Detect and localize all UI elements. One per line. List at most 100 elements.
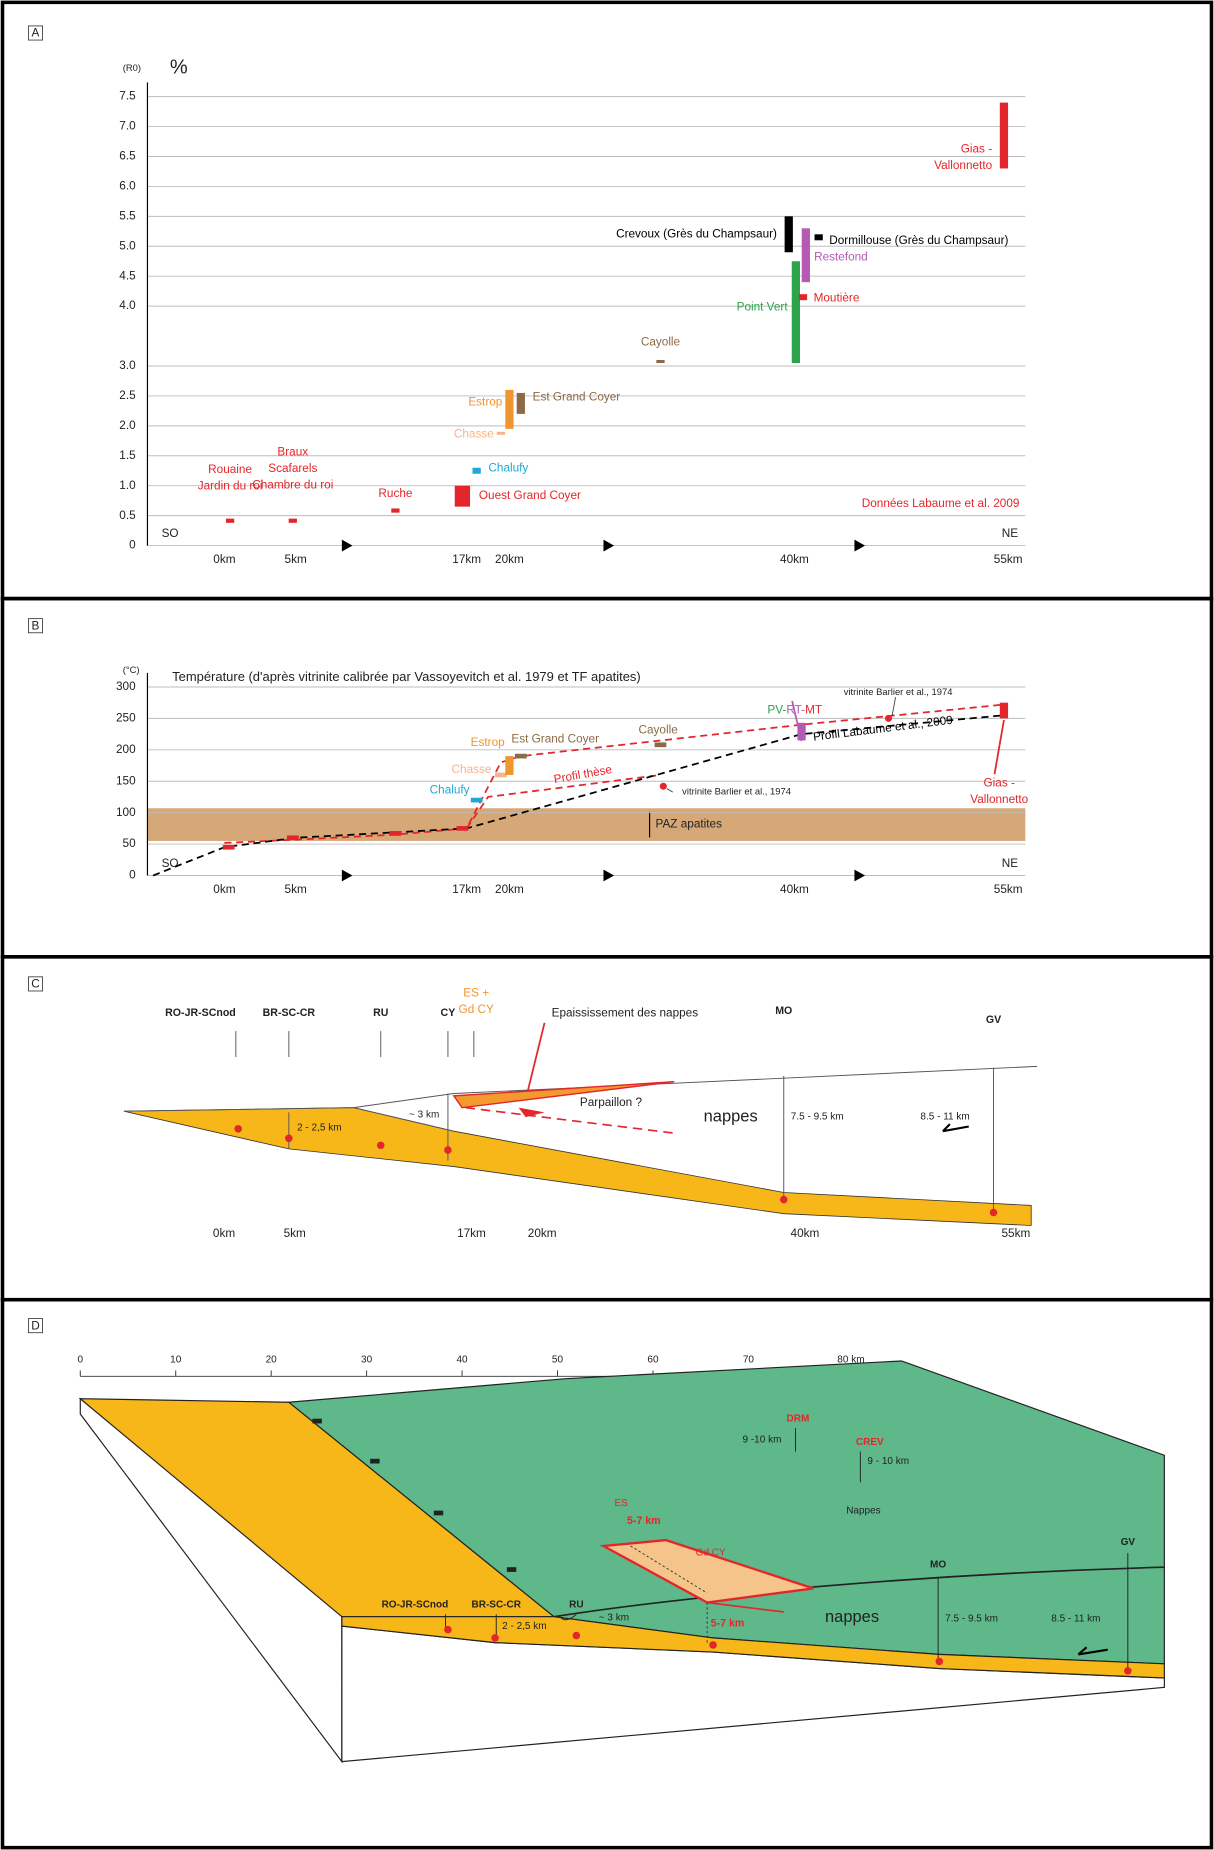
top-surface bbox=[123, 1065, 1038, 1112]
y-tick-label: 300 bbox=[116, 680, 136, 693]
block-pointer bbox=[707, 1601, 784, 1613]
letter-box bbox=[28, 976, 43, 992]
profile-line bbox=[152, 714, 1005, 877]
sample-label-line: Chambre du roi bbox=[252, 478, 333, 491]
value-marker bbox=[389, 831, 402, 836]
site-label: DRM bbox=[787, 1413, 810, 1424]
sample-label-line: Cayolle bbox=[641, 336, 681, 349]
direction-arrow bbox=[854, 869, 866, 882]
x-tick-label: 17km bbox=[452, 883, 481, 896]
y-unit: (°C) bbox=[123, 664, 140, 675]
scale-label: 30 bbox=[361, 1354, 373, 1365]
distance-label: 20km bbox=[528, 1227, 557, 1240]
x-tick-label: 0km bbox=[213, 883, 235, 896]
value-marker bbox=[514, 753, 527, 759]
sample-label-line: MT bbox=[805, 703, 822, 716]
sample-label: Chalufy bbox=[430, 784, 470, 797]
band-label: PAZ apatites bbox=[655, 818, 722, 831]
sample-label-line: Moutière bbox=[814, 291, 860, 304]
sample-dots bbox=[444, 1625, 1132, 1675]
direction-arrow bbox=[603, 869, 615, 882]
letter-box bbox=[28, 25, 43, 41]
panel-frame bbox=[0, 596, 1214, 959]
range-bar bbox=[391, 508, 400, 513]
y-tick-label: 100 bbox=[116, 806, 136, 819]
thickness: 2 - 2,5 km bbox=[502, 1621, 546, 1632]
y-tick-label: 200 bbox=[116, 743, 136, 756]
thickness: 9 -10 km bbox=[743, 1435, 782, 1446]
thickness: ~ 3 km bbox=[599, 1613, 629, 1624]
panel-letter: C bbox=[31, 978, 40, 991]
y-tick-label: 6.0 bbox=[119, 180, 136, 193]
range-bar bbox=[791, 261, 800, 364]
range-bar bbox=[784, 216, 793, 253]
site-label: RU bbox=[569, 1600, 583, 1611]
distance-label: 40km bbox=[791, 1227, 820, 1240]
vitrinite-point bbox=[659, 782, 667, 790]
site-label: BR-SC-CR bbox=[263, 1007, 316, 1019]
sample-label: Restefond bbox=[814, 251, 868, 264]
site-label: ES bbox=[614, 1498, 628, 1509]
y-tick-label: 0 bbox=[129, 869, 136, 882]
y-tick-label: 5.0 bbox=[119, 239, 136, 252]
y-tick-label: 50 bbox=[123, 837, 137, 850]
value-marker bbox=[494, 772, 507, 778]
sample-label: Cayolle bbox=[641, 336, 681, 349]
sample-label-line: Rouaine bbox=[208, 463, 252, 476]
y-tick-label: 7.0 bbox=[119, 120, 136, 133]
sample-dots bbox=[234, 1125, 998, 1217]
sample-label-line: Braux bbox=[277, 445, 308, 458]
front-edge bbox=[553, 1566, 1165, 1618]
sample-label-line: Crevoux (Grès du Champsaur) bbox=[616, 227, 777, 240]
x-tick-label: 0km bbox=[213, 553, 235, 566]
axis-end-label: SO bbox=[162, 857, 179, 870]
distance-label: 17km bbox=[457, 1227, 486, 1240]
sample-label-line: Gias - bbox=[984, 777, 1015, 790]
y-axis-label: % bbox=[170, 57, 188, 79]
range-bar bbox=[496, 431, 505, 435]
annotation: nappes bbox=[704, 1107, 758, 1125]
motion-arrow bbox=[1077, 1646, 1108, 1656]
chart-title: Température (d'après vitrinite calibrée … bbox=[172, 669, 641, 684]
range-bar bbox=[225, 518, 235, 523]
sample-label-line: Ouest Grand Coyer bbox=[479, 489, 581, 502]
sample-label-line: Cayolle bbox=[639, 724, 679, 737]
range-bar bbox=[288, 518, 297, 523]
site-label: Gd CY bbox=[696, 1548, 726, 1559]
range-bar bbox=[505, 756, 514, 775]
y-tick-label: 3.0 bbox=[119, 359, 136, 372]
sample-label: Chasse bbox=[452, 763, 492, 776]
y-tick-label: 1.5 bbox=[119, 449, 136, 462]
direction-arrow bbox=[341, 539, 353, 552]
sample-label-line: Gias - bbox=[961, 143, 992, 156]
motion-arrow bbox=[942, 1123, 969, 1133]
sample-label: Estrop bbox=[471, 736, 505, 749]
y-tick-label: 2.5 bbox=[119, 389, 136, 402]
y-tick-label: 4.5 bbox=[119, 269, 136, 282]
sample-label-line: Estrop bbox=[471, 736, 505, 749]
panel-letter: D bbox=[31, 1319, 39, 1332]
axis-end-label: NE bbox=[1002, 857, 1018, 870]
block-d: 0 10 20 30 40 50 60 70 80 km bbox=[77, 1354, 1165, 1764]
depth: 5-7 km bbox=[711, 1618, 745, 1630]
sample-label-line: Chalufy bbox=[430, 784, 470, 797]
sample-label: Dormillouse (Grès du Champsaur) bbox=[829, 234, 1008, 247]
thickness: 8.5 - 11 km bbox=[920, 1112, 969, 1123]
x-tick-label: 40km bbox=[780, 553, 809, 566]
thickening-wedge bbox=[452, 1081, 675, 1109]
label-leader bbox=[891, 697, 896, 717]
x-tick-label: 40km bbox=[780, 883, 809, 896]
block-axis bbox=[630, 1545, 708, 1594]
y-tick-label: 7.5 bbox=[119, 90, 136, 103]
site-label: MO bbox=[775, 1005, 792, 1017]
letter-box bbox=[28, 1318, 43, 1334]
sample-label: Est Grand Coyer bbox=[511, 733, 599, 746]
parpaillon-line bbox=[465, 1106, 678, 1135]
y-tick-label: 0.5 bbox=[119, 509, 136, 522]
site-label: RU bbox=[373, 1007, 388, 1019]
site-label: GV bbox=[1121, 1537, 1136, 1548]
y-tick-label: 150 bbox=[116, 774, 136, 787]
value-marker bbox=[456, 826, 469, 831]
value-marker bbox=[470, 797, 483, 803]
